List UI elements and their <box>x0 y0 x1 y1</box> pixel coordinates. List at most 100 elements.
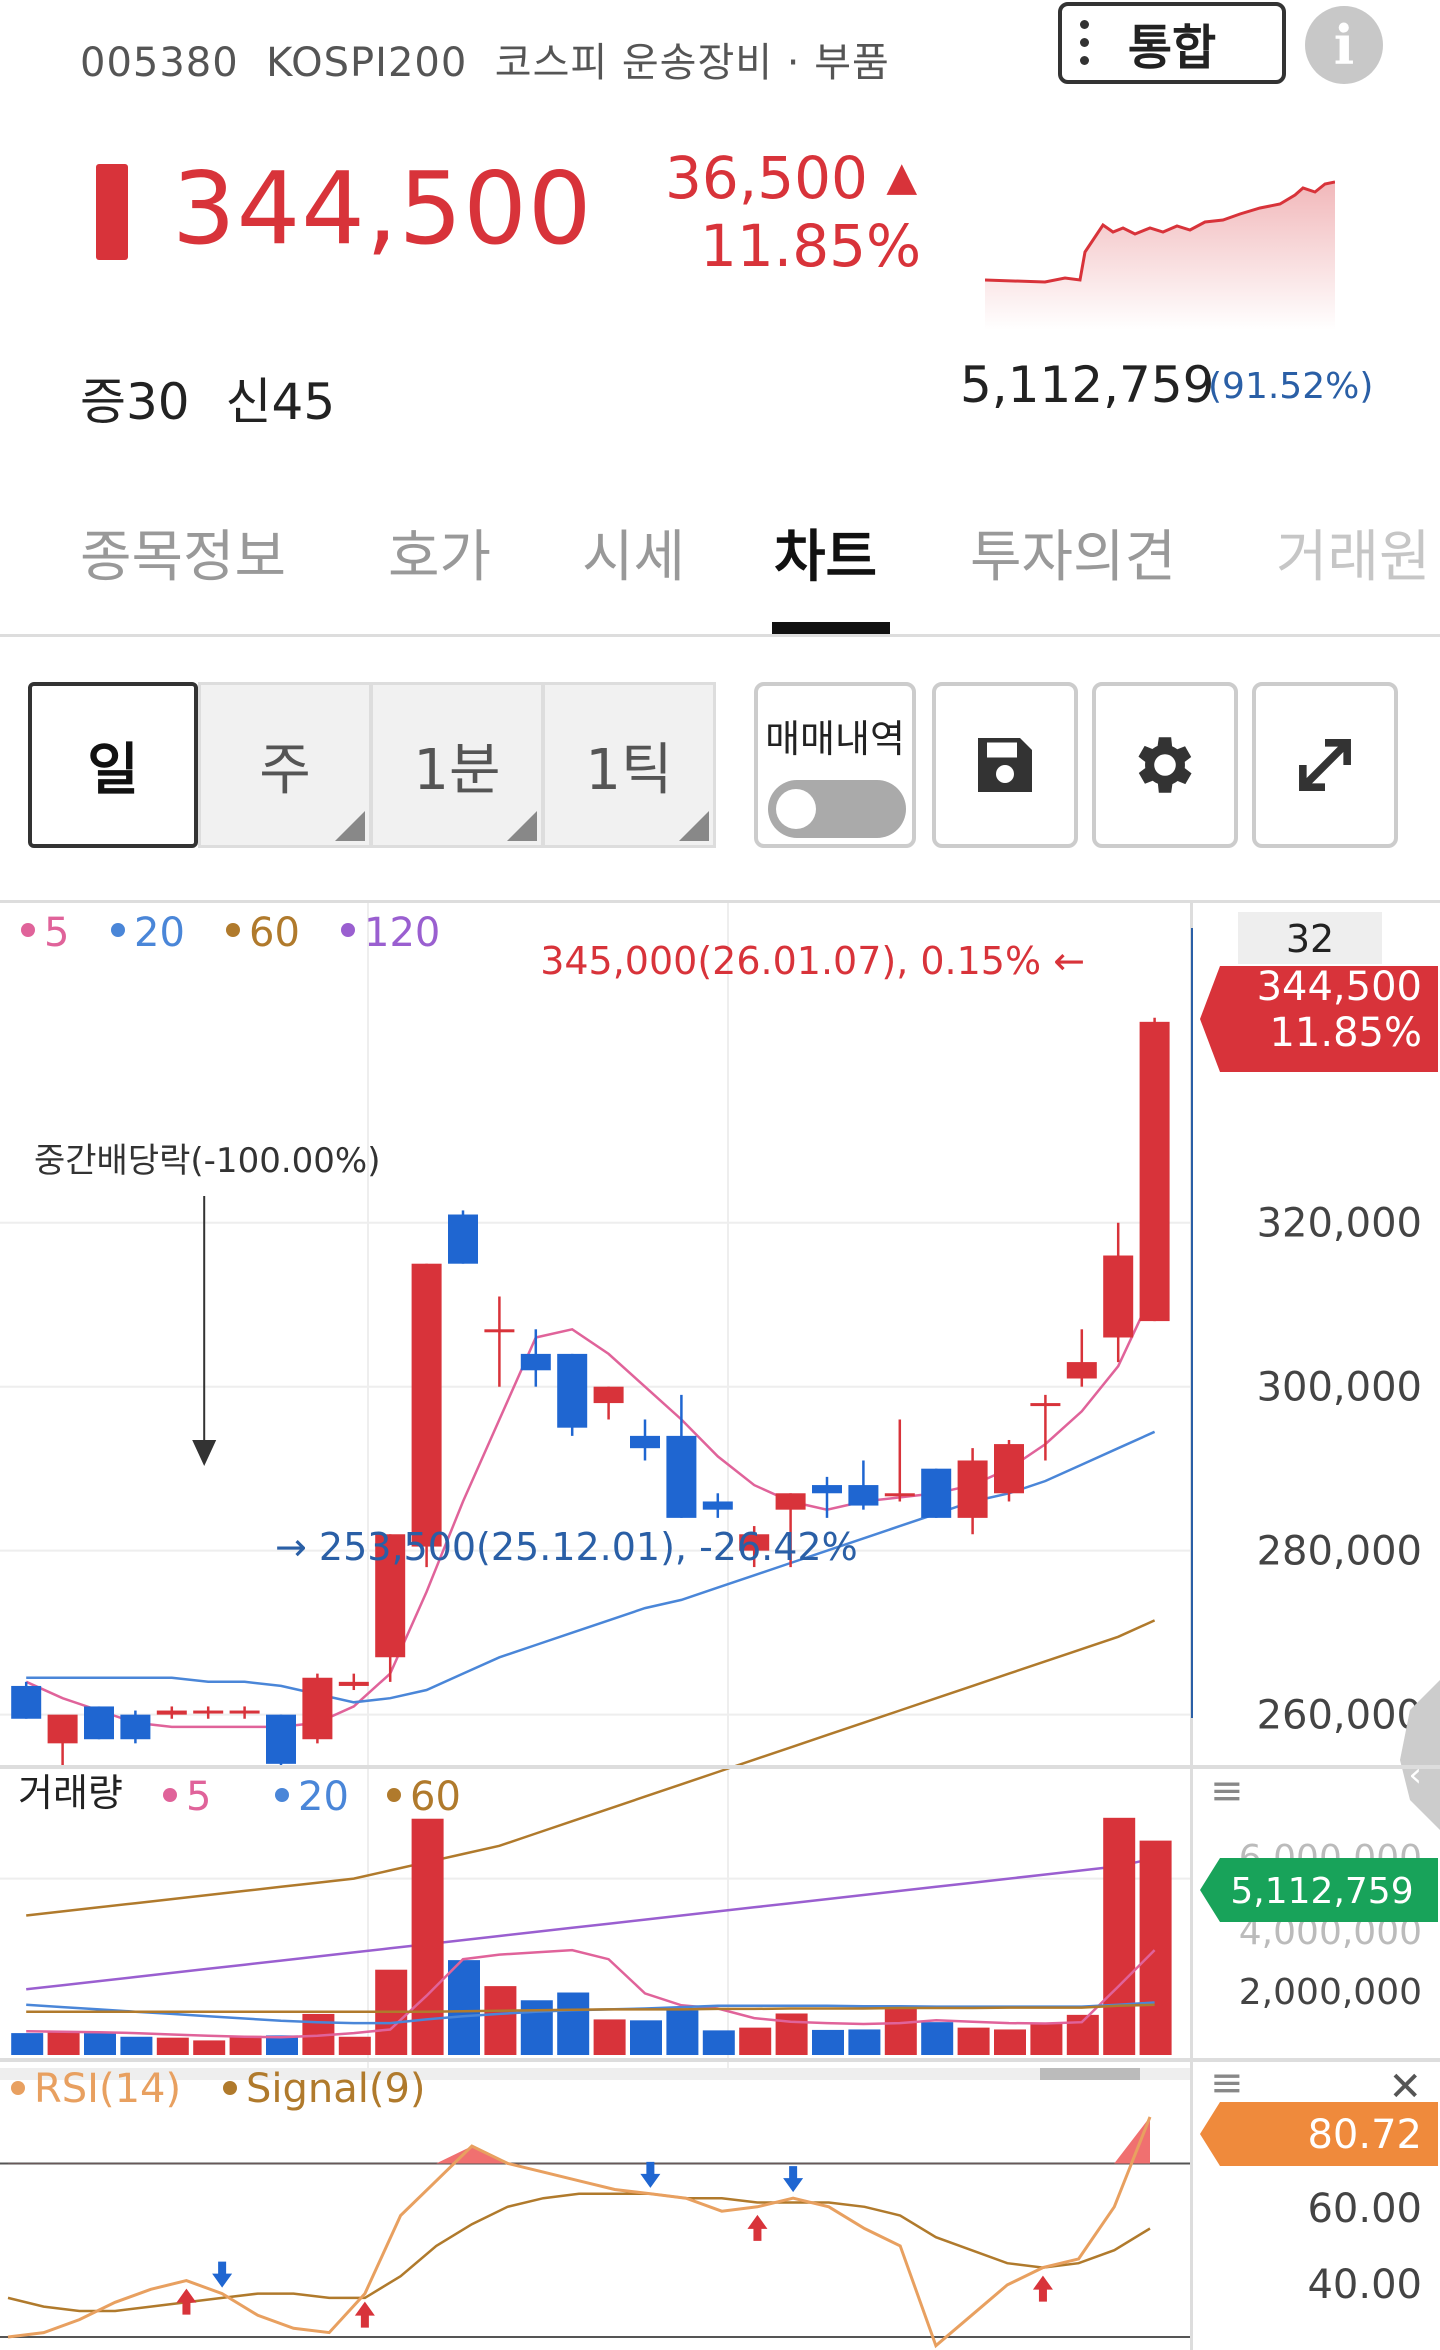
price-tick-label: 260,000 <box>1257 1693 1422 1739</box>
tab-chart[interactable]: 차트 <box>774 525 878 590</box>
candle <box>84 1706 114 1740</box>
legend-label: 60 <box>249 910 300 956</box>
tab-quotes[interactable]: 시세 <box>582 525 686 590</box>
tabs-divider <box>0 634 1440 637</box>
sell-signal-icon <box>783 2166 804 2193</box>
volume-bar <box>994 2029 1026 2055</box>
volume-panel-border <box>0 1765 1440 1769</box>
candle <box>1030 1403 1061 1407</box>
gear-icon <box>1138 737 1192 793</box>
stock-chart[interactable]: 5 20 60 120 345,000(26.01.07), 0.15% ← → 253,… <box>0 898 1440 2350</box>
active-tab-indicator <box>772 622 890 634</box>
candle <box>812 1485 842 1494</box>
candle <box>11 1685 42 1719</box>
current-volume-badge <box>1200 1858 1438 1922</box>
menu-icon: ≡ <box>1210 1768 1244 1814</box>
axis-separator <box>1190 2062 1193 2350</box>
sell-signal-icon <box>212 2261 233 2288</box>
integrated-button[interactable]: 통합 <box>1058 2 1286 84</box>
scroll-track <box>0 2068 1190 2080</box>
buy-signal-icon <box>1032 2275 1053 2302</box>
current-percent-badge-label: 11.85% <box>1269 1010 1422 1056</box>
candle <box>448 1214 478 1264</box>
period-tick-label: 1틱 <box>585 737 673 803</box>
volume-bar <box>411 1818 444 2055</box>
period-minute-button[interactable]: 1분 <box>370 682 544 848</box>
buy-signal-icon <box>747 2214 768 2241</box>
badge-deposit: 증30 <box>80 373 190 431</box>
volume-bar <box>557 1992 590 2055</box>
trade-history-toggle[interactable]: 매매내역 <box>754 682 916 848</box>
expand-button[interactable] <box>1252 682 1398 848</box>
candle <box>848 1485 879 1506</box>
menu-icon: ≡ <box>1210 2060 1244 2106</box>
rsi-panel-border <box>0 2058 1440 2062</box>
info-icon[interactable]: i <box>1305 6 1383 84</box>
current-rsi-badge <box>1200 2102 1438 2166</box>
volume-bar <box>84 2033 116 2055</box>
volume-bar <box>848 2029 881 2055</box>
legend-label: 60 <box>410 1774 461 1820</box>
legend-dot <box>387 1788 401 1802</box>
settings-button[interactable] <box>1092 682 1238 848</box>
count-badge <box>1238 912 1382 964</box>
candle <box>739 1534 770 1551</box>
candle <box>302 1677 333 1740</box>
candle <box>120 1714 151 1740</box>
legend-label: 120 <box>364 910 440 956</box>
volume-bar <box>229 2035 262 2055</box>
ma120-line <box>26 1856 1155 1991</box>
stock-subtitle: 005380 KOSPI200 코스피 운송장비 · 부품 <box>80 30 890 88</box>
legend-dot <box>163 1788 177 1802</box>
legend-label: 20 <box>134 910 185 956</box>
rsi-tick-label: 40.00 <box>1307 2262 1422 2308</box>
buy-signal-icon <box>354 2301 375 2328</box>
dividend-arrow-icon <box>192 1440 217 1466</box>
badge-credit: 신45 <box>225 373 336 431</box>
candle <box>47 1714 78 1744</box>
legend-dot <box>275 1788 289 1802</box>
period-week-button[interactable]: 주 <box>198 682 372 848</box>
tab-stock-info[interactable]: 종목정보 <box>80 525 287 590</box>
candle <box>557 1353 588 1428</box>
tab-brokers[interactable]: 거래원 <box>1276 525 1431 590</box>
candle <box>921 1468 952 1518</box>
dropdown-corner-icon <box>335 811 365 841</box>
sell-signal-icon <box>640 2161 661 2188</box>
candle <box>375 1534 406 1658</box>
toggle-switch[interactable] <box>768 780 906 838</box>
tab-order-book[interactable]: 호가 <box>388 525 492 590</box>
volume-percent: (91.52%) <box>1208 366 1374 407</box>
volume-bar <box>448 1960 480 2055</box>
price-tick-label: 300,000 <box>1257 1365 1422 1411</box>
tab-opinion[interactable]: 투자의견 <box>970 525 1177 590</box>
volume-ma60-line <box>26 2003 1155 2013</box>
volume-bar <box>884 2008 917 2055</box>
volume-bar <box>11 2033 44 2055</box>
change-percent: 11.85% <box>700 212 922 280</box>
axis-separator <box>1190 1769 1193 2059</box>
volume-bar <box>812 2029 844 2055</box>
legend-dot <box>111 923 125 937</box>
volume-bar <box>156 2037 189 2055</box>
volume-bar <box>193 2040 226 2055</box>
dropdown-corner-icon <box>679 811 709 841</box>
volume-bar <box>957 2027 990 2055</box>
period-tick-button[interactable]: 1틱 <box>542 682 716 848</box>
legend-dot <box>341 923 355 937</box>
candle <box>994 1444 1024 1494</box>
legend-label: 5 <box>44 910 69 956</box>
side-panel-handle <box>1400 1680 1440 1830</box>
rsi-tick-label: 60.00 <box>1307 2186 1422 2232</box>
volume-tick-label: 2,000,000 <box>1239 1972 1422 2013</box>
current-price-badge <box>1200 966 1438 1072</box>
period-day-button[interactable]: 일 <box>28 682 198 848</box>
volume-bar <box>47 2031 80 2055</box>
save-button[interactable] <box>932 682 1078 848</box>
margin-badges: 증30 신45 <box>80 362 335 434</box>
price-panel: 5 20 60 120 345,000(26.01.07), 0.15% ← → 253,… <box>0 900 1440 2080</box>
candle <box>957 1460 988 1518</box>
signal-title: Signal(9) <box>246 2066 426 2112</box>
market-sector: 코스피 운송장비 · 부품 <box>494 40 890 86</box>
legend-label: 5 <box>186 1774 211 1820</box>
